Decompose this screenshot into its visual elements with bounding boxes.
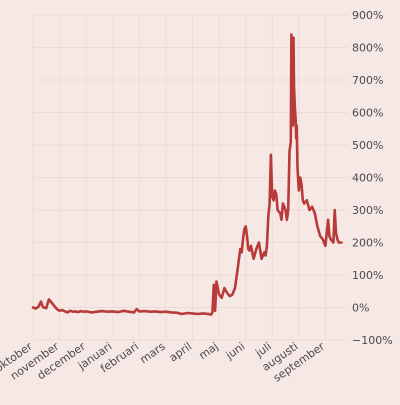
y-tick-label: 200% bbox=[352, 237, 383, 250]
gridlines bbox=[32, 14, 348, 341]
y-tick-label: 100% bbox=[352, 269, 383, 282]
y-tick-label: 400% bbox=[352, 172, 383, 185]
y-tick-label: −100% bbox=[352, 334, 393, 347]
y-axis: −100% 0% 100% 200% 300% 400% 500% 600% 700% 800% 9… bbox=[352, 9, 393, 347]
y-tick-label: 700% bbox=[352, 74, 383, 87]
y-tick-label: 0% bbox=[352, 302, 369, 315]
y-tick-label: 500% bbox=[352, 139, 383, 152]
y-tick-label: 600% bbox=[352, 107, 383, 120]
series-line bbox=[31, 33, 343, 316]
series-layer bbox=[31, 33, 343, 316]
x-axis: oktobernovemberdecemberjanuarifebruarima… bbox=[0, 340, 328, 385]
x-tick-label: maj bbox=[197, 340, 221, 362]
y-tick-label: 300% bbox=[352, 204, 383, 217]
x-tick-label: mars bbox=[137, 340, 167, 367]
x-tick-label: juni bbox=[223, 340, 248, 363]
y-tick-label: 800% bbox=[352, 42, 383, 55]
x-tick-label: april bbox=[167, 340, 194, 365]
y-tick-label: 900% bbox=[352, 9, 383, 22]
